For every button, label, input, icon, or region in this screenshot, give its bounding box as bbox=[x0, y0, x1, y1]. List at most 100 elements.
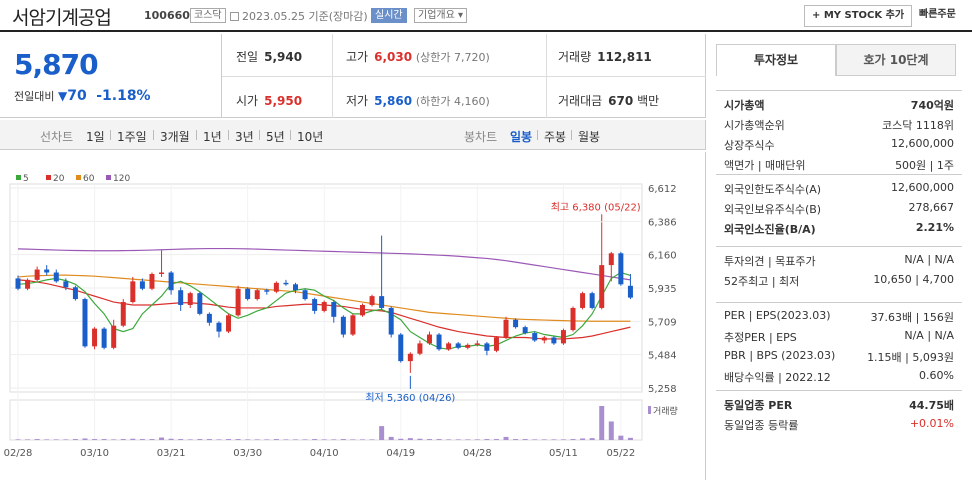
info-key: 52주최고 | 최저 bbox=[724, 275, 800, 288]
volume-bar bbox=[589, 438, 595, 440]
stock-header: 서암기계공업 100660 코스닥 2023.05.25 기준(장마감) 실시간… bbox=[0, 0, 972, 32]
change-value: 70 bbox=[67, 88, 87, 104]
tab-order-book[interactable]: 호가 10단계 bbox=[836, 44, 956, 76]
realtime-button[interactable]: 실시간 bbox=[371, 8, 407, 23]
volume-bar bbox=[465, 439, 471, 440]
volume-bar bbox=[130, 438, 136, 440]
candle-body bbox=[580, 293, 586, 308]
tab-1year[interactable]: 1년 bbox=[203, 130, 222, 144]
candle-body bbox=[254, 290, 260, 300]
volume-bar bbox=[474, 439, 480, 440]
tab-5year[interactable]: 5년 bbox=[266, 130, 285, 144]
volume-bar bbox=[417, 438, 423, 440]
divider bbox=[259, 130, 260, 140]
volume-bar bbox=[541, 439, 547, 440]
x-tick-label: 05/22 bbox=[606, 448, 635, 459]
volume-bar bbox=[551, 439, 557, 440]
tab-10year[interactable]: 10년 bbox=[297, 130, 324, 144]
volume-bar bbox=[245, 439, 251, 440]
candle-body bbox=[560, 330, 566, 344]
volume-bar bbox=[72, 439, 78, 440]
info-row: 외국인한도주식수(A) 12,600,000 bbox=[724, 179, 954, 197]
investment-info-panel: 투자정보 호가 10단계 시가총액 740억원 시가총액순위 코스닥 1118위 상장주… bbox=[716, 44, 962, 480]
volume-bar bbox=[608, 421, 614, 440]
stock-name: 서암기계공업 bbox=[12, 7, 112, 29]
legend-label: 60 bbox=[83, 174, 95, 184]
info-row: 동일업종 등락률 +0.01% bbox=[724, 415, 954, 433]
info-value: 12,600,000 bbox=[891, 181, 954, 194]
candle-body bbox=[72, 287, 78, 300]
candle-body bbox=[417, 343, 423, 354]
legend-label: 5 bbox=[23, 174, 29, 184]
volume-bar bbox=[560, 439, 566, 440]
candle-body bbox=[187, 293, 193, 305]
volume-bar bbox=[63, 439, 69, 440]
info-group-g2: 외국인한도주식수(A) 12,600,000 외국인보유주식수(B) 278,667 외… bbox=[716, 174, 962, 242]
high-annotation: 최고 6,380 (05/22) bbox=[551, 201, 641, 213]
candle-body bbox=[63, 281, 69, 288]
candle-body bbox=[283, 282, 289, 285]
candle-body bbox=[53, 272, 59, 282]
volume-bar bbox=[407, 438, 413, 440]
tab-3year[interactable]: 3년 bbox=[235, 130, 254, 144]
volume-bar bbox=[159, 437, 165, 440]
tab-3month[interactable]: 3개월 bbox=[160, 130, 190, 144]
calendar-icon bbox=[230, 12, 239, 21]
candle-body bbox=[570, 307, 576, 331]
add-my-stock-button[interactable]: + MY STOCK 추가 bbox=[804, 5, 913, 27]
candle-body bbox=[44, 269, 50, 273]
candle-body bbox=[369, 296, 375, 305]
y-tick-label: 5,935 bbox=[648, 284, 677, 295]
volume-bar bbox=[398, 438, 404, 440]
volume-bar bbox=[235, 439, 241, 440]
volume-bar bbox=[369, 439, 375, 440]
volume-bar bbox=[283, 439, 289, 440]
tab-daily[interactable]: 일봉 bbox=[510, 130, 533, 144]
quick-order-button[interactable]: 빠른주문 bbox=[912, 5, 963, 27]
tab-investment-info[interactable]: 투자정보 bbox=[716, 44, 836, 76]
volume-bar bbox=[503, 436, 509, 440]
volume-bar bbox=[25, 439, 31, 440]
tab-monthly[interactable]: 월봉 bbox=[578, 130, 601, 144]
low-annotation: 최저 5,360 (04/26) bbox=[365, 392, 455, 404]
info-key: PBR | BPS (2023.03) bbox=[724, 349, 836, 362]
info-value: N/A | N/A bbox=[904, 253, 954, 266]
tab-1week[interactable]: 1주일 bbox=[117, 130, 147, 144]
tab-line-chart[interactable]: 선차트 bbox=[40, 130, 74, 144]
tab-candle-chart[interactable]: 봉차트 bbox=[464, 130, 498, 144]
company-overview-button[interactable]: 기업개요 ▾ bbox=[414, 8, 467, 23]
volume-bar bbox=[532, 439, 538, 440]
candle-body bbox=[446, 343, 452, 350]
candle-body bbox=[359, 304, 365, 316]
volume-bar bbox=[312, 439, 318, 440]
info-value: 278,667 bbox=[908, 201, 955, 214]
legend-label: 120 bbox=[113, 174, 130, 184]
info-key: 투자의견 | 목표주가 bbox=[724, 255, 816, 268]
candle-body bbox=[407, 353, 413, 362]
legend-swatch bbox=[16, 175, 21, 180]
tab-1day[interactable]: 1일 bbox=[86, 130, 105, 144]
volume-bar bbox=[178, 439, 184, 440]
candle-body bbox=[465, 344, 471, 348]
change-info: 전일대비 ▼70 -1.18% bbox=[14, 88, 151, 104]
info-key: 액면가 | 매매단위 bbox=[724, 159, 806, 172]
info-row: 외국인보유주식수(B) 278,667 bbox=[724, 199, 954, 217]
divider bbox=[546, 34, 547, 118]
y-tick-label: 6,612 bbox=[648, 184, 677, 195]
tab-weekly[interactable]: 주봉 bbox=[544, 130, 567, 144]
y-tick-label: 5,484 bbox=[648, 351, 677, 362]
candle-body bbox=[474, 343, 480, 345]
candle-body bbox=[168, 272, 174, 291]
info-key: 외국인보유주식수(B) bbox=[724, 203, 822, 216]
info-value: +0.01% bbox=[909, 417, 954, 430]
divider bbox=[537, 130, 538, 140]
info-row: 추정PER | EPS N/A | N/A bbox=[724, 327, 954, 345]
volume-bar bbox=[379, 426, 385, 440]
info-value: 10,650 | 4,700 bbox=[873, 273, 954, 286]
candle-body bbox=[101, 328, 107, 348]
trade-amount: 거래대금 670 백만 bbox=[558, 94, 660, 108]
info-value: 2.21% bbox=[915, 221, 954, 234]
x-tick-label: 02/28 bbox=[4, 448, 33, 459]
candle-body bbox=[149, 273, 155, 289]
candle-body bbox=[139, 281, 145, 289]
